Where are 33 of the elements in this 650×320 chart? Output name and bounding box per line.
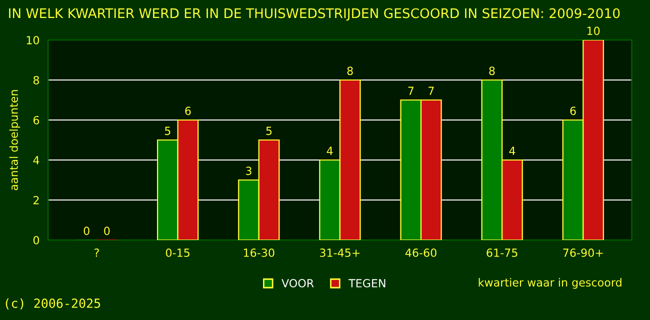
data-label: 5: [165, 126, 170, 136]
y-tick-label: 4: [33, 156, 40, 164]
data-label: 3: [246, 166, 252, 176]
data-label: 6: [185, 106, 191, 116]
x-tick-label: 76-90+: [563, 248, 603, 257]
y-tick-label: 10: [26, 36, 40, 44]
x-tick-label: 0-15: [166, 248, 190, 257]
data-label: 6: [570, 106, 576, 116]
x-tick-label: ?: [94, 248, 99, 257]
y-tick-label: 8: [33, 76, 40, 84]
y-tick-label: 6: [33, 116, 40, 124]
legend-label: TEGEN: [348, 278, 386, 288]
x-tick-label: 16-30: [244, 248, 274, 257]
data-label: 8: [347, 66, 353, 76]
x-axis-title: kwartier waar in gescoord: [478, 278, 622, 289]
y-axis-title: aantal doelpunten: [9, 90, 20, 190]
x-tick-label: 61-75: [486, 248, 518, 257]
data-label: 4: [509, 146, 516, 155]
y-tick-label: 0: [33, 236, 40, 244]
data-label: 7: [428, 86, 434, 95]
y-tick-label: 2: [34, 196, 39, 204]
legend-label: VOOR: [282, 278, 314, 288]
text: (c) 2006-2025: [6, 298, 100, 310]
data-label: 8: [489, 66, 495, 76]
data-label: 7: [408, 86, 414, 95]
data-label: 0: [84, 226, 90, 236]
x-tick-label: 46-60: [405, 248, 436, 257]
x-tick-label: 31-45+: [320, 248, 360, 257]
data-label: 10: [587, 26, 600, 36]
chart-title: IN WELK KWARTIER WERD ER IN DE THUISWEDSTRIJDEN GESCOORD IN SEIZOEN: 2009-2010: [9, 8, 620, 21]
data-label: 0: [104, 226, 110, 236]
data-label: 4: [326, 146, 333, 155]
data-label: 5: [266, 126, 272, 136]
